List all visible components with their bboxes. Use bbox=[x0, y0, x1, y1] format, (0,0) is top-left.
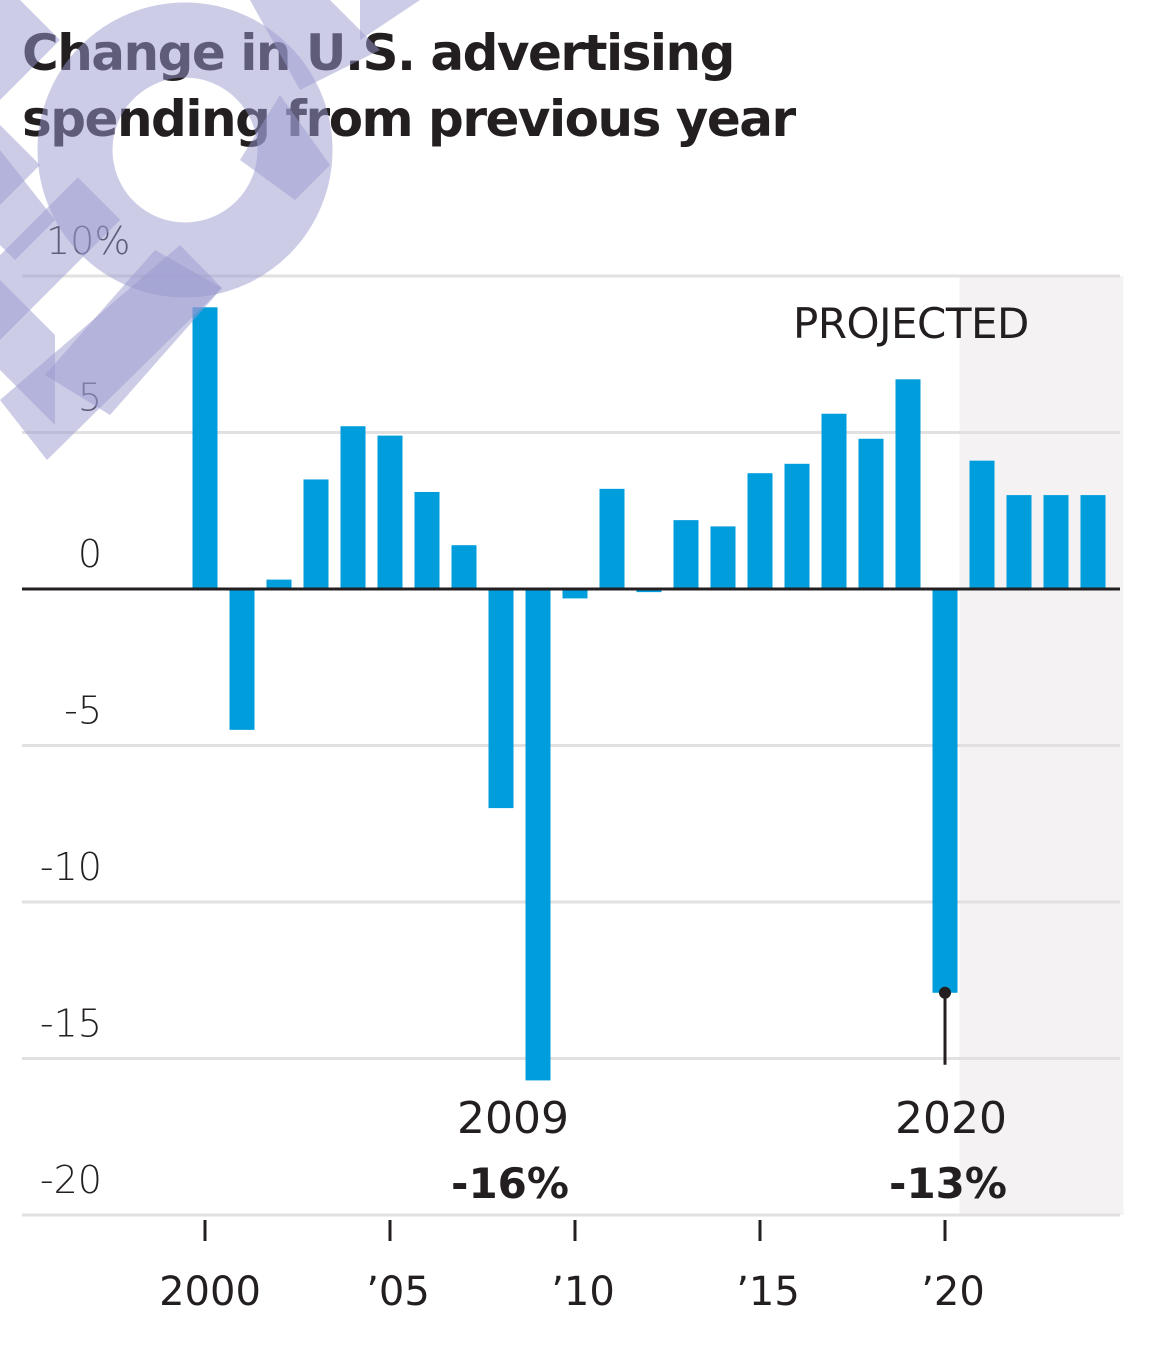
bar-2015 bbox=[747, 473, 773, 589]
x-tick-label: ’15 bbox=[736, 1269, 800, 1315]
bar-2016 bbox=[784, 463, 810, 589]
annotation-dot bbox=[939, 986, 951, 999]
bar-2019 bbox=[895, 379, 921, 589]
bar-2023 bbox=[1043, 495, 1069, 589]
bar-2005 bbox=[377, 435, 403, 589]
bar-2007 bbox=[451, 545, 477, 589]
bar-2024 bbox=[1080, 495, 1106, 589]
y-tick-label: -5 bbox=[64, 689, 102, 733]
bar-2008 bbox=[488, 589, 514, 809]
bar-2022 bbox=[1006, 495, 1032, 589]
x-tick-label: ’05 bbox=[366, 1269, 430, 1315]
y-tick-label: -15 bbox=[40, 1002, 102, 1046]
y-tick-label: 5 bbox=[78, 376, 102, 420]
bar-2021 bbox=[969, 460, 995, 589]
bar-2013 bbox=[673, 520, 699, 589]
bar-2014 bbox=[710, 526, 736, 589]
annotation-value: -13% bbox=[889, 1159, 1007, 1208]
bar-2018 bbox=[858, 438, 884, 589]
bar-2020 bbox=[932, 589, 958, 993]
bar-2003 bbox=[303, 479, 329, 589]
bar-2017 bbox=[821, 413, 847, 589]
bar-2012 bbox=[636, 589, 662, 593]
y-tick-label: -10 bbox=[40, 845, 102, 889]
x-axis: 2000 ’05 ’10 ’15 ’20 bbox=[159, 1220, 985, 1315]
x-tick-label: 2000 bbox=[159, 1269, 261, 1315]
bar-2000 bbox=[192, 307, 218, 589]
bar-2009 bbox=[525, 589, 551, 1081]
bar-2010 bbox=[562, 589, 588, 599]
annotation-value: -16% bbox=[451, 1159, 569, 1208]
bar-2011 bbox=[599, 488, 625, 589]
x-tick-label: ’20 bbox=[921, 1269, 985, 1315]
projected-label: PROJECTED bbox=[793, 299, 1029, 348]
bar-2006 bbox=[414, 491, 440, 589]
y-tick-label: 0 bbox=[78, 532, 102, 576]
y-tick-label: -20 bbox=[40, 1158, 102, 1202]
annotation-year: 2020 bbox=[895, 1093, 1007, 1144]
x-tick-label: ’10 bbox=[551, 1269, 615, 1315]
bar-2001 bbox=[229, 589, 255, 730]
bar-2002 bbox=[266, 579, 292, 589]
bar-2004 bbox=[340, 426, 366, 589]
annotations: 2009 -16% 2020 -13% bbox=[451, 986, 1007, 1208]
y-axis-labels: 10% 5 0 -5 -10 -15 -20 bbox=[40, 219, 131, 1202]
y-tick-label: 10% bbox=[46, 219, 130, 263]
annotation-year: 2009 bbox=[457, 1093, 569, 1144]
